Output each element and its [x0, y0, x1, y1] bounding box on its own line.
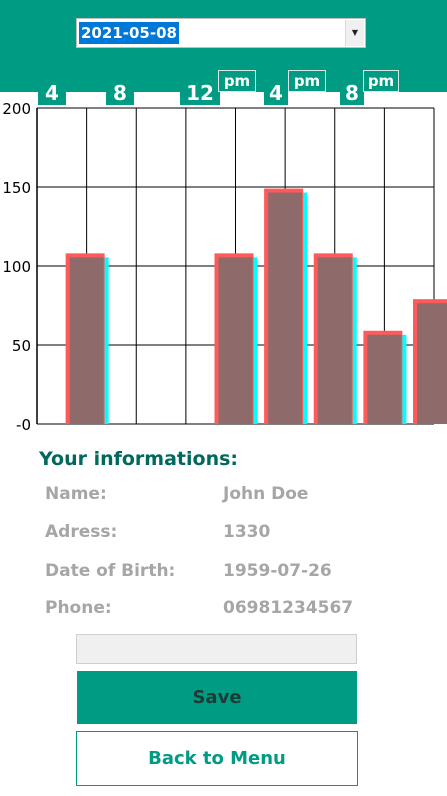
bar [69, 257, 104, 424]
bar [317, 257, 352, 424]
hour-label-4pm: 4 [264, 81, 288, 105]
hour-label-8pm: 8 [340, 81, 364, 105]
info-label-address: Adress: [45, 522, 118, 542]
info-value-name: John Doe [223, 484, 309, 504]
y-tick-label: 50 [12, 337, 31, 355]
hour-label-4am: 4 [38, 81, 66, 105]
info-label-birthdate: Date of Birth: [45, 561, 176, 581]
pm-label-8: pm [363, 70, 399, 92]
dropdown-arrow-icon[interactable]: ▼ [345, 20, 364, 46]
activity-bar-chart: 200 150 100 50 -0 [2, 100, 447, 434]
bar [367, 334, 402, 424]
bar [417, 303, 447, 424]
info-label-phone: Phone: [45, 598, 112, 618]
y-tick-label: 150 [2, 179, 31, 197]
info-label-name: Name: [45, 484, 107, 504]
y-tick-label: -0 [16, 416, 31, 434]
bar [268, 192, 303, 424]
back-to-menu-button[interactable]: Back to Menu [76, 731, 358, 786]
info-value-birthdate: 1959-07-26 [223, 561, 332, 581]
date-value[interactable]: 2021-05-08 [79, 22, 179, 44]
empty-input-field[interactable] [76, 634, 357, 664]
pm-label-4: pm [288, 70, 326, 92]
hour-label-12pm: 12 [180, 81, 220, 105]
y-tick-label: 200 [2, 100, 31, 118]
pm-label-12: pm [218, 70, 256, 92]
info-section-title: Your informations: [39, 448, 239, 470]
info-value-phone: 06981234567 [223, 598, 354, 618]
bar [218, 257, 253, 424]
date-dropdown[interactable]: 2021-05-08 ▼ [76, 18, 366, 48]
info-value-address: 1330 [223, 522, 271, 542]
hour-label-8am: 8 [106, 81, 134, 105]
y-tick-label: 100 [2, 258, 31, 276]
save-button[interactable]: Save [77, 671, 357, 724]
